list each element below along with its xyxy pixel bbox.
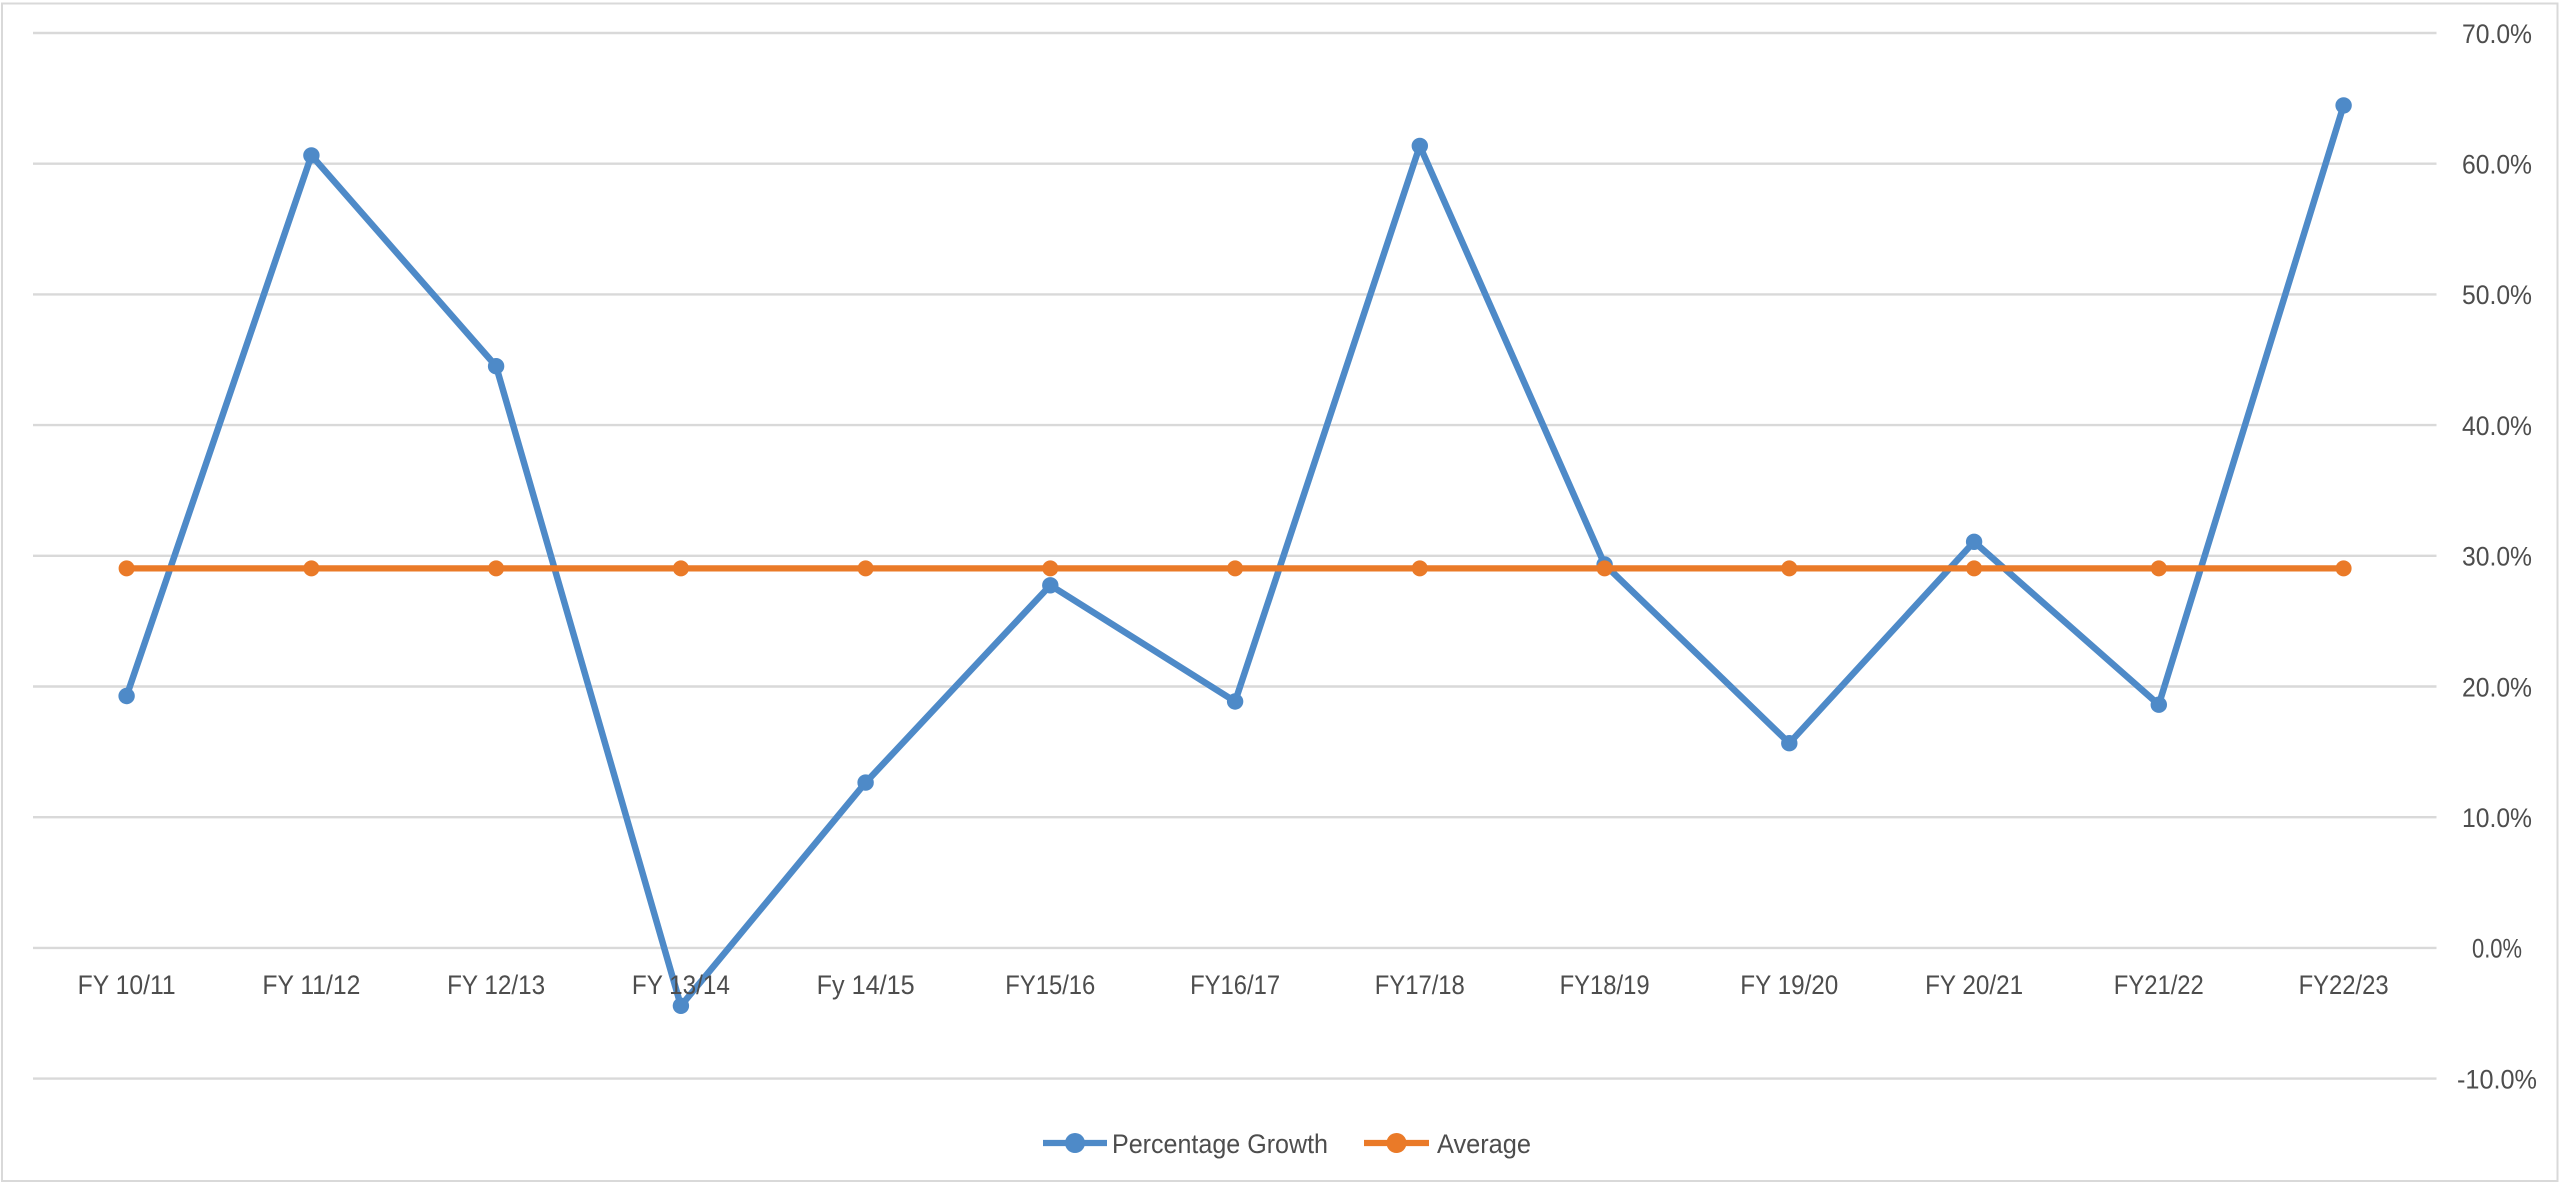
svg-text:FY 12/13: FY 12/13 [447,970,545,1000]
svg-text:10.0%: 10.0% [2462,803,2532,833]
svg-text:FY21/22: FY21/22 [2114,970,2204,1000]
svg-text:FY 19/20: FY 19/20 [1740,970,1838,1000]
svg-text:40.0%: 40.0% [2462,411,2532,441]
svg-text:FY18/19: FY18/19 [1560,970,1650,1000]
svg-text:FY 20/21: FY 20/21 [1925,970,2023,1000]
svg-text:Percentage Growth: Percentage Growth [1112,1129,1328,1159]
svg-text:FY 13/14: FY 13/14 [632,970,730,1000]
svg-text:FY 10/11: FY 10/11 [78,970,176,1000]
svg-text:30.0%: 30.0% [2462,542,2532,572]
svg-text:Average: Average [1437,1129,1531,1159]
svg-text:FY15/16: FY15/16 [1005,970,1095,1000]
svg-text:-10.0%: -10.0% [2457,1064,2537,1094]
svg-text:0.0%: 0.0% [2472,934,2522,964]
svg-text:FY17/18: FY17/18 [1375,970,1465,1000]
svg-text:60.0%: 60.0% [2462,150,2532,180]
svg-text:FY16/17: FY16/17 [1190,970,1280,1000]
svg-text:20.0%: 20.0% [2462,672,2532,702]
svg-text:Fy 14/15: Fy 14/15 [817,970,915,1000]
svg-text:70.0%: 70.0% [2462,19,2532,49]
svg-text:FY 11/12: FY 11/12 [262,970,360,1000]
svg-text:FY22/23: FY22/23 [2299,970,2389,1000]
svg-text:50.0%: 50.0% [2462,280,2532,310]
